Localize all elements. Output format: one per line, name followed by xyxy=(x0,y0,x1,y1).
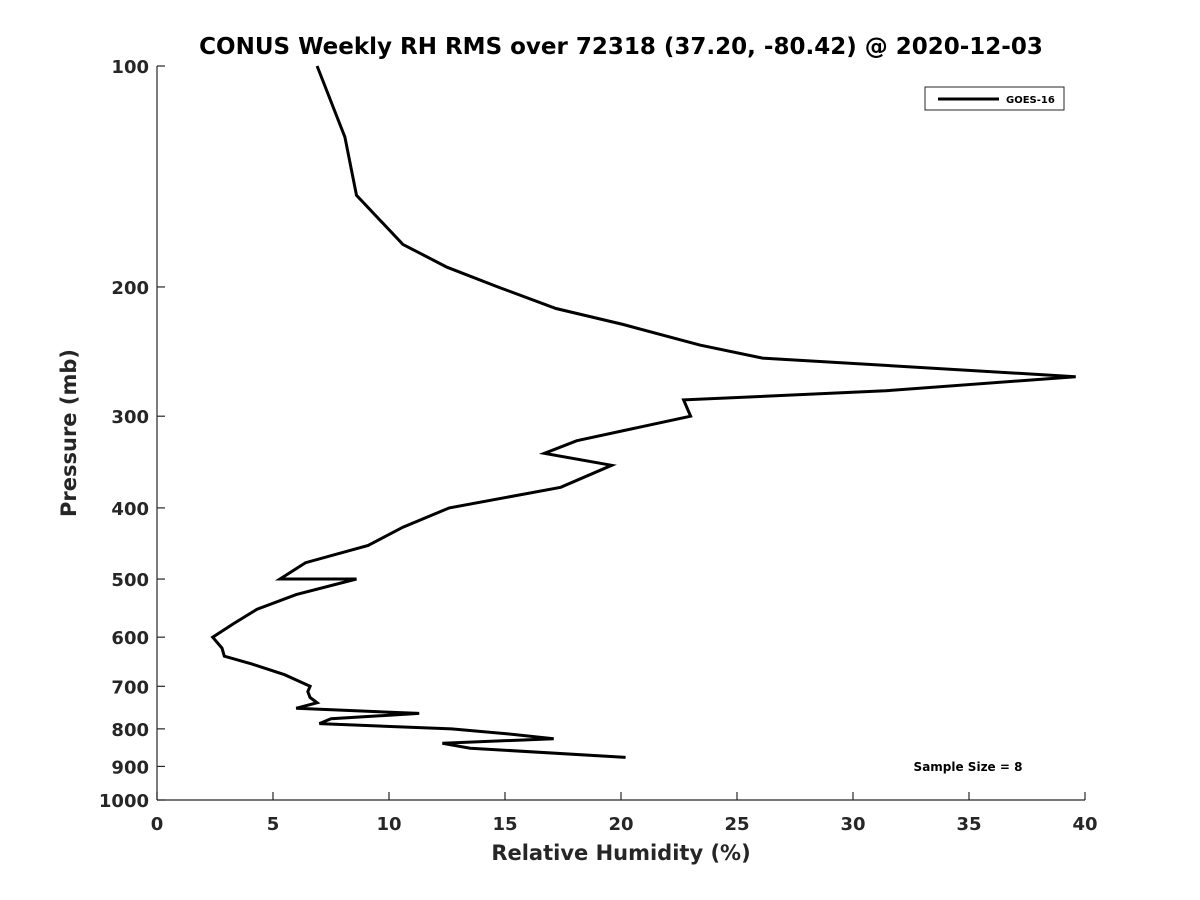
y-tick-label: 200 xyxy=(111,278,149,299)
legend-label-goes-16: GOES-16 xyxy=(1006,95,1055,106)
y-tick-label: 400 xyxy=(111,499,149,520)
y-tick-label: 300 xyxy=(111,407,149,428)
y-tick-label: 1000 xyxy=(99,791,149,812)
y-tick-label: 800 xyxy=(111,720,149,741)
chart-title: CONUS Weekly RH RMS over 72318 (37.20, -… xyxy=(199,34,1043,60)
y-tick-label: 600 xyxy=(111,628,149,649)
x-tick-label: 20 xyxy=(608,814,633,835)
y-tick-label: 500 xyxy=(111,570,149,591)
series-layer xyxy=(210,65,1076,759)
x-tick-label: 15 xyxy=(492,814,517,835)
legend: GOES-16 xyxy=(924,86,1065,111)
x-tick-label: 35 xyxy=(956,814,981,835)
x-tick-label: 5 xyxy=(267,814,280,835)
y-axis-title: Pressure (mb) xyxy=(57,349,81,517)
sample-size-annotation: Sample Size = 8 xyxy=(914,760,1023,774)
x-tick-label: 0 xyxy=(151,814,164,835)
x-tick-label: 30 xyxy=(840,814,865,835)
x-tick-label: 25 xyxy=(724,814,749,835)
x-axis-title: Relative Humidity (%) xyxy=(491,841,750,865)
y-tick-label: 100 xyxy=(111,57,149,78)
x-tick-label: 40 xyxy=(1072,814,1097,835)
y-tick-label: 900 xyxy=(111,757,149,778)
x-ticks: 0 5 10 15 20 25 30 35 40 xyxy=(151,792,1098,835)
y-tick-label: 700 xyxy=(111,677,149,698)
y-ticks: 100 200 300 400 500 600 700 800 900 1000 xyxy=(99,57,165,812)
x-tick-label: 10 xyxy=(376,814,401,835)
plot-area: 0 5 10 15 20 25 30 35 40 100 200 300 400 500 600 700 80… xyxy=(99,57,1098,835)
series-line-goes-16 xyxy=(210,65,1076,759)
